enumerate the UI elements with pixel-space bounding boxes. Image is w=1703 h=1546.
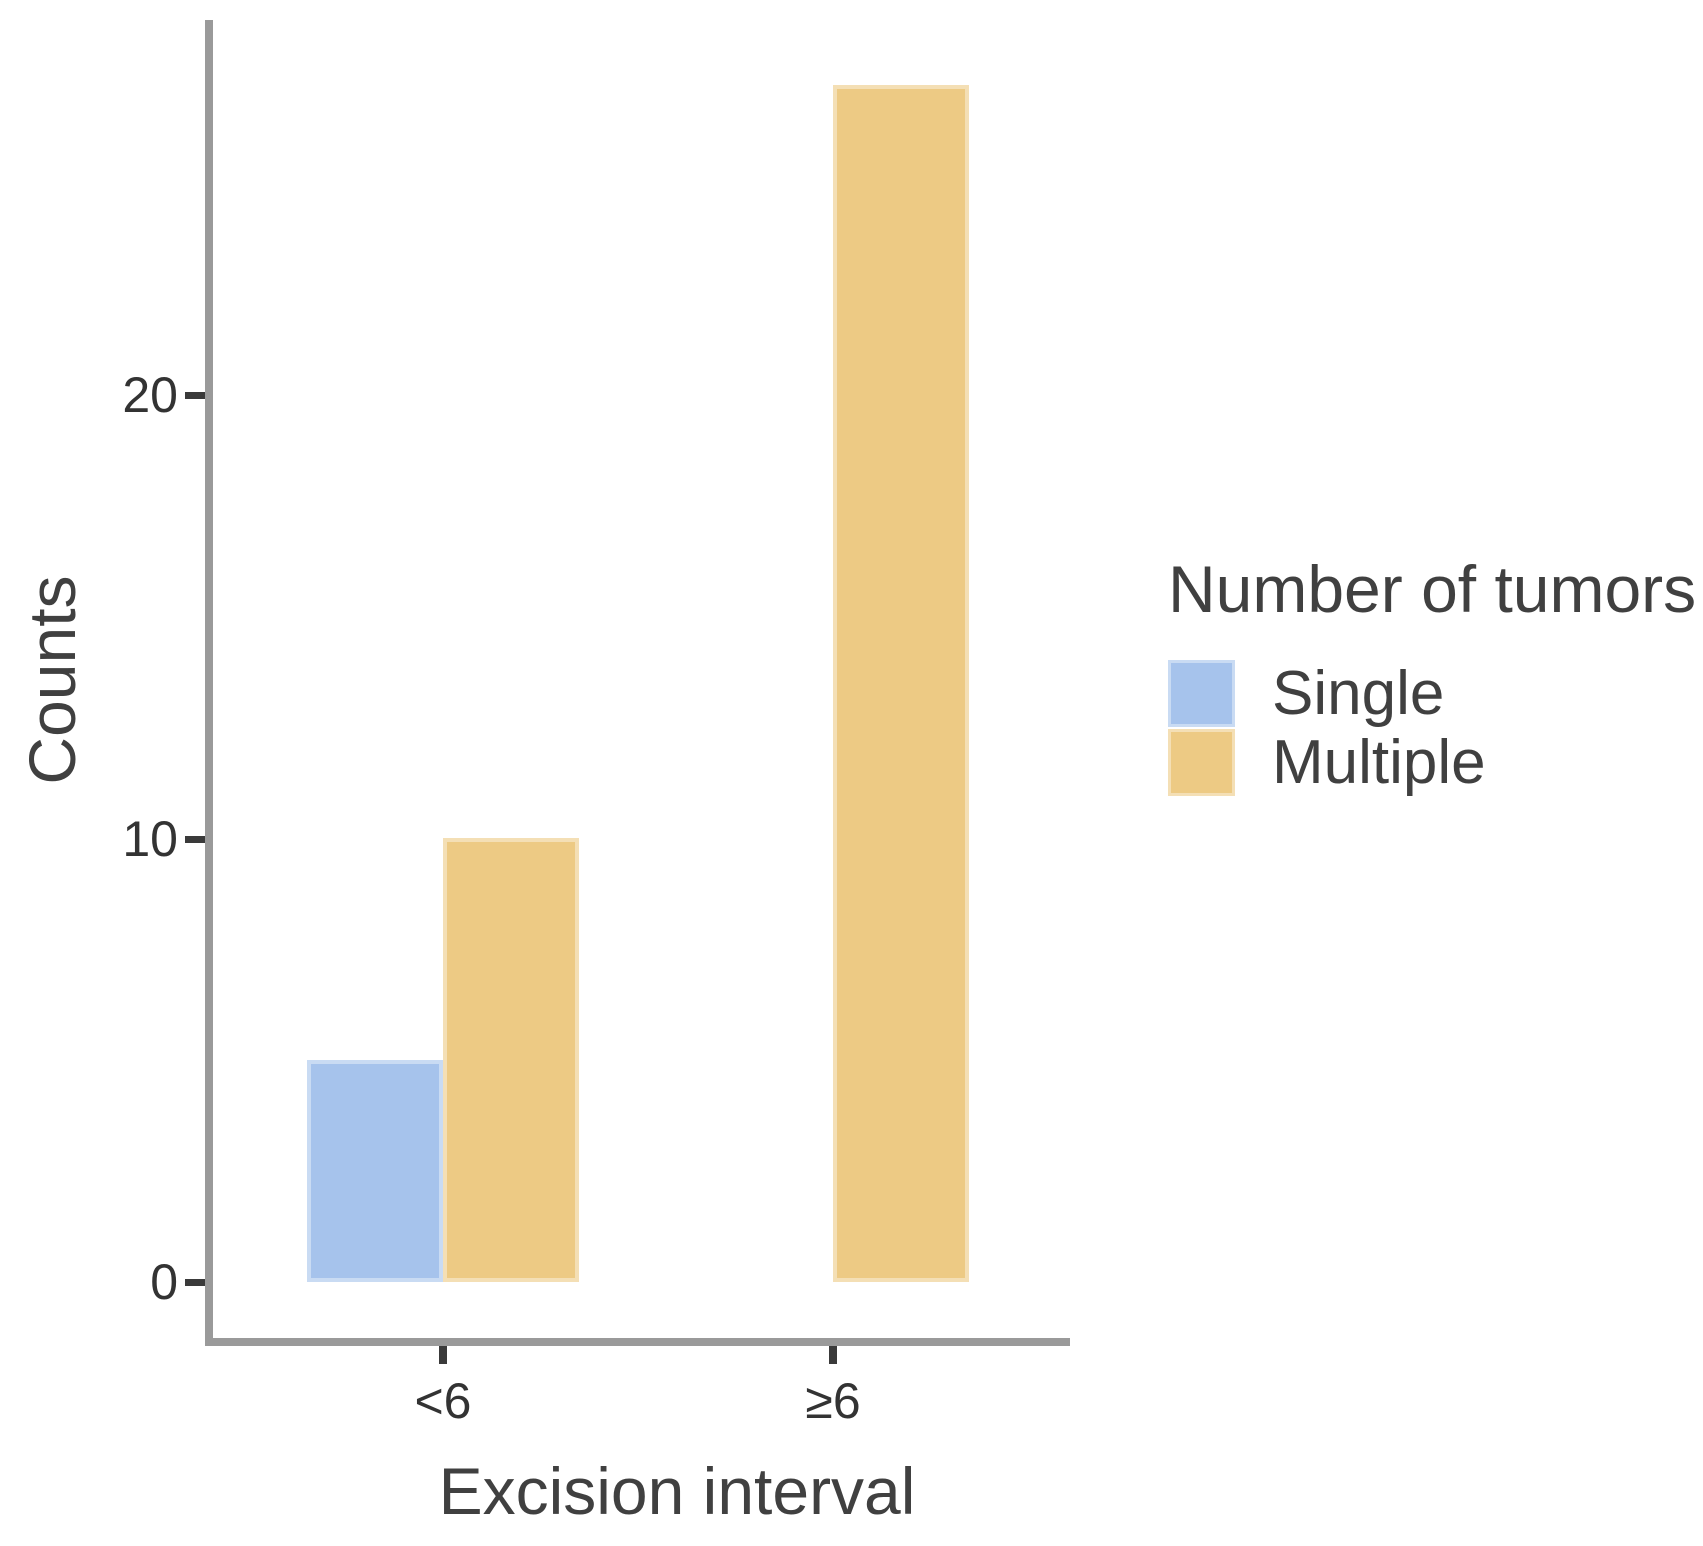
y-tick-mark	[185, 392, 205, 399]
y-tick-label: 10	[122, 811, 178, 867]
y-axis-title: Counts	[15, 575, 89, 785]
legend-item-single: Single	[1168, 660, 1696, 727]
legend-swatch-single	[1168, 660, 1235, 727]
legend-label-multiple: Multiple	[1272, 727, 1486, 797]
x-axis-title: Excision interval	[438, 1454, 916, 1528]
y-axis-line	[205, 20, 213, 1346]
legend-title: Number of tumors	[1168, 552, 1697, 626]
y-tick-label: 20	[122, 367, 178, 423]
x-tick-mark	[829, 1346, 837, 1364]
bar-single-0	[307, 1060, 443, 1282]
bar-multiple-0	[443, 838, 579, 1282]
x-tick-mark	[439, 1346, 447, 1364]
y-tick-mark	[185, 1279, 205, 1286]
legend-label-single: Single	[1272, 658, 1445, 728]
legend-swatch-multiple	[1168, 729, 1235, 796]
x-tick-label: <6	[414, 1373, 472, 1429]
y-tick-label: 0	[150, 1254, 178, 1310]
x-axis-line	[205, 1338, 1070, 1346]
bar-multiple-1	[833, 85, 969, 1282]
legend-item-multiple: Multiple	[1168, 729, 1696, 796]
legend: Number of tumors Single Multiple	[1168, 556, 1696, 798]
y-tick-mark	[185, 836, 205, 843]
x-tick-label: ≥6	[805, 1373, 861, 1429]
